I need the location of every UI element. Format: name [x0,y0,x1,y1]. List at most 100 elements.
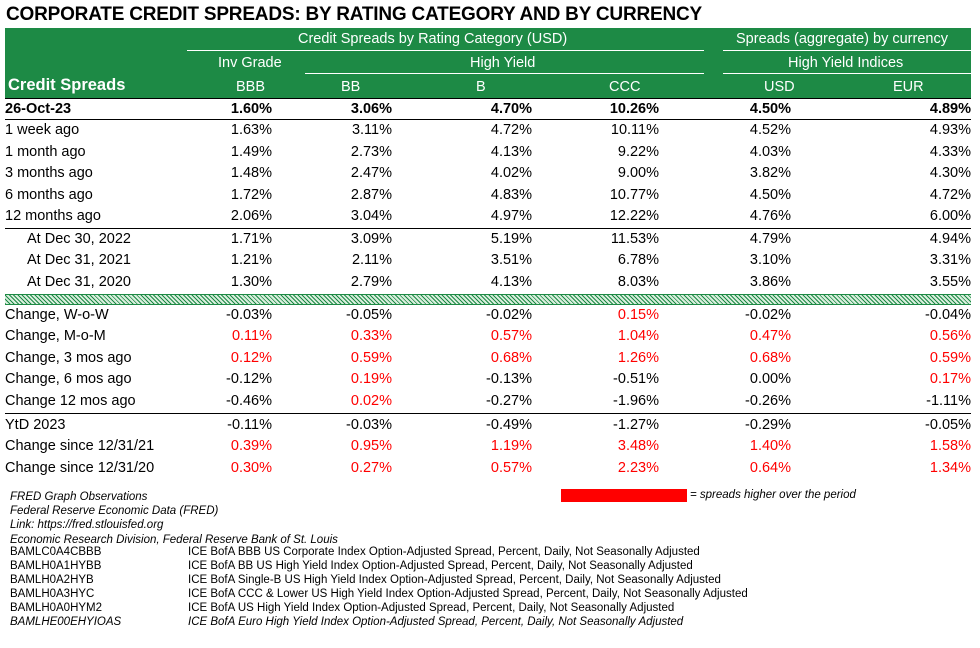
cell-bb: 2.73% [350,143,392,160]
row-divider [5,119,971,120]
cell-eur: 1.34% [929,459,971,476]
row-label: Change 12 mos ago [5,392,136,409]
col-header-bbb: BBB [236,79,266,95]
cell-ccc: 10.11% [610,122,659,139]
legend-swatch [561,489,687,502]
cell-b: 1.19% [490,438,532,455]
cell-bb: 2.11% [351,252,392,269]
cell-b: -0.49% [486,416,532,433]
cell-bbb: -0.46% [226,392,272,409]
cell-ccc: 1.26% [617,349,659,366]
page-title: CORPORATE CREDIT SPREADS: BY RATING CATE… [6,4,702,25]
row-label: At Dec 31, 2021 [27,252,131,269]
header-divider [187,50,704,51]
table-row: Change since 12/31/20 0.30% 0.27% 0.57% 2.23… [5,457,971,479]
cell-bbb: 1.30% [230,273,272,290]
cell-bb: -0.05% [346,306,392,323]
row-label: Change since 12/31/20 [5,459,155,476]
series-description: ICE BofA Single-B US High Yield Index Op… [188,574,721,587]
cell-usd: 4.50% [749,186,791,203]
header-divider [723,50,971,51]
cell-eur: 3.31% [929,252,971,269]
header-row-label: Credit Spreads [8,76,126,94]
cell-b: 5.19% [490,230,532,247]
levels-table: 26-Oct-23 1.60% 3.06% 4.70% 10.26% 4.50% 4.89%… [5,98,971,227]
header-group-currency: Spreads (aggregate) by currency [736,31,948,47]
cell-b: 0.57% [490,459,532,476]
cell-bb: 3.09% [350,230,392,247]
cell-usd: 4.50% [749,100,791,117]
cell-eur: 4.30% [929,165,971,182]
cell-eur: 3.55% [929,273,971,290]
cell-ccc: 9.00% [617,165,659,182]
source-notes: FRED Graph Observations Federal Reserve … [10,490,338,547]
cell-b: -0.27% [486,392,532,409]
cell-bb: 0.95% [350,438,392,455]
cell-ccc: 10.26% [609,100,659,117]
table-row: 12 months ago 2.06% 3.04% 4.97% 12.22% 4.76% 6… [5,206,971,228]
col-header-ccc: CCC [609,79,641,95]
cell-bbb: 1.21% [230,252,272,269]
cell-b: 4.72% [490,122,532,139]
row-divider [5,98,971,99]
cell-ccc: 2.23% [617,459,659,476]
cell-eur: -0.05% [925,416,971,433]
table-row: YtD 2023 -0.11% -0.03% -0.49% -1.27% -0.29% -0… [5,414,971,436]
cell-bb: 2.87% [350,186,392,203]
table-row: Change, 6 mos ago -0.12% 0.19% -0.13% -0.51%… [5,369,971,391]
cell-bb: 0.33% [350,328,392,345]
cell-ccc: 9.22% [617,143,659,160]
cell-ccc: 11.53% [610,230,659,247]
series-code: BAMLC0A4CBBB [10,546,102,558]
cell-bbb: 2.06% [230,208,272,225]
table-row: At Dec 31, 2020 1.30% 2.79% 4.13% 8.03% 3.86%… [5,271,971,293]
cell-b: 4.70% [490,100,532,117]
col-header-eur: EUR [893,79,924,95]
cell-bbb: 1.48% [230,165,272,182]
cell-usd: 0.00% [749,371,791,388]
cell-ccc: 1.04% [617,328,659,345]
table-row: 6 months ago 1.72% 2.87% 4.83% 10.77% 4.50% 4.… [5,184,971,206]
cell-b: -0.13% [486,371,532,388]
cell-usd: 4.03% [749,143,791,160]
ytd-table: YtD 2023 -0.11% -0.03% -0.49% -1.27% -0.29% -0… [5,414,971,479]
cell-bbb: 0.30% [230,459,272,476]
cell-ccc: -0.51% [613,371,659,388]
cell-usd: 4.76% [749,208,791,225]
series-description: ICE BofA BBB US Corporate Index Option-A… [188,546,700,558]
cell-bb: 2.79% [350,273,392,290]
cell-ccc: 12.22% [609,208,659,225]
cell-b: 4.83% [490,186,532,203]
cell-bbb: 0.39% [230,438,272,455]
cell-bbb: 0.11% [231,328,272,345]
table-row: Change, W-o-W -0.03% -0.05% -0.02% 0.15% -0.0… [5,304,971,326]
cell-bb: 0.19% [350,371,392,388]
col-header-usd: USD [764,79,795,95]
table-row: At Dec 30, 2022 1.71% 3.09% 5.19% 11.53% 4.79… [5,228,971,250]
cell-bbb: -0.03% [226,306,272,323]
cell-bb: 3.11% [351,122,392,139]
row-label: At Dec 31, 2020 [27,273,131,290]
cell-ccc: -1.27% [613,416,659,433]
cell-usd: 3.86% [749,273,791,290]
row-label: At Dec 30, 2022 [27,230,131,247]
cell-eur: 4.89% [929,100,971,117]
cell-bb: -0.03% [346,416,392,433]
cell-eur: 0.17% [929,371,971,388]
series-code: BAMLH0A1HYBB [10,560,102,573]
table-row: 3 months ago 1.48% 2.47% 4.02% 9.00% 3.82% 4.3… [5,163,971,185]
yearend-table: At Dec 30, 2022 1.71% 3.09% 5.19% 11.53% 4.79… [5,228,971,293]
cell-eur: 0.56% [929,328,971,345]
row-divider [5,413,971,414]
cell-b: 3.51% [490,252,532,269]
col-header-bb: BB [341,79,361,95]
col-header-b: B [476,79,486,95]
cell-bb: 0.27% [350,459,392,476]
row-label: 3 months ago [5,165,93,182]
legend-text: = spreads higher over the period [690,489,856,501]
changes-table: Change, W-o-W -0.03% -0.05% -0.02% 0.15% -0.0… [5,304,971,412]
series-code: BAMLH0A0HYM2 [10,602,103,615]
cell-bbb: 1.71% [230,230,272,247]
cell-ccc: -1.96% [613,392,659,409]
cell-eur: 4.94% [929,230,971,247]
